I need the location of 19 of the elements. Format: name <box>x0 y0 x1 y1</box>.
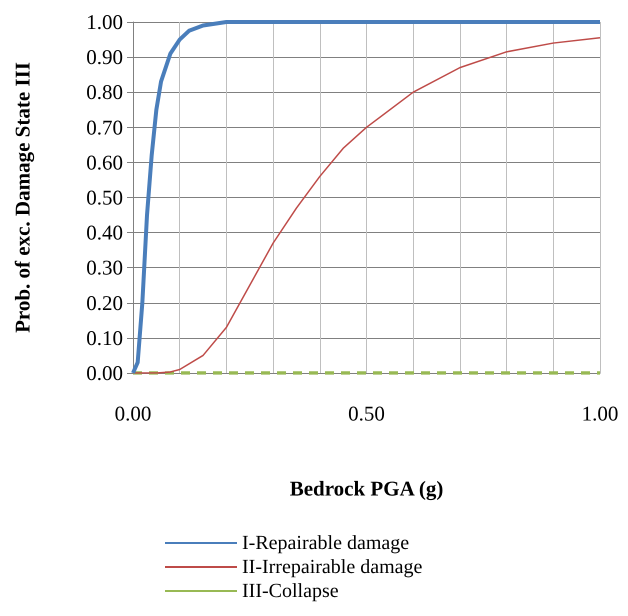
y-tick-label: 0.50 <box>86 186 123 210</box>
y-tick-label: 0.90 <box>86 45 123 70</box>
y-tick-label: 0.30 <box>86 256 123 280</box>
legend-label: II-Irrepairable damage <box>242 556 423 578</box>
x-tick-label: 1.00 <box>582 402 618 426</box>
y-tick-label: 0.70 <box>86 115 123 140</box>
x-tick-label: 0.50 <box>348 402 385 426</box>
y-tick-label: 0.10 <box>86 326 123 350</box>
y-tick-label: 0.80 <box>86 80 123 104</box>
y-axis-title: Prob. of exc. Damage State III <box>10 62 34 333</box>
y-tick-label: 0.00 <box>86 361 123 385</box>
legend-label: III-Collapse <box>242 580 339 602</box>
y-tick-label: 0.20 <box>86 290 123 315</box>
y-tick-label: 0.40 <box>86 220 123 245</box>
legend-label: I-Repairable damage <box>242 532 410 554</box>
y-tick-label: 1.00 <box>86 10 123 34</box>
x-tick-label: 0.00 <box>114 402 152 426</box>
x-axis-title: Bedrock PGA (g) <box>290 476 444 500</box>
y-tick-label: 0.60 <box>86 150 123 174</box>
